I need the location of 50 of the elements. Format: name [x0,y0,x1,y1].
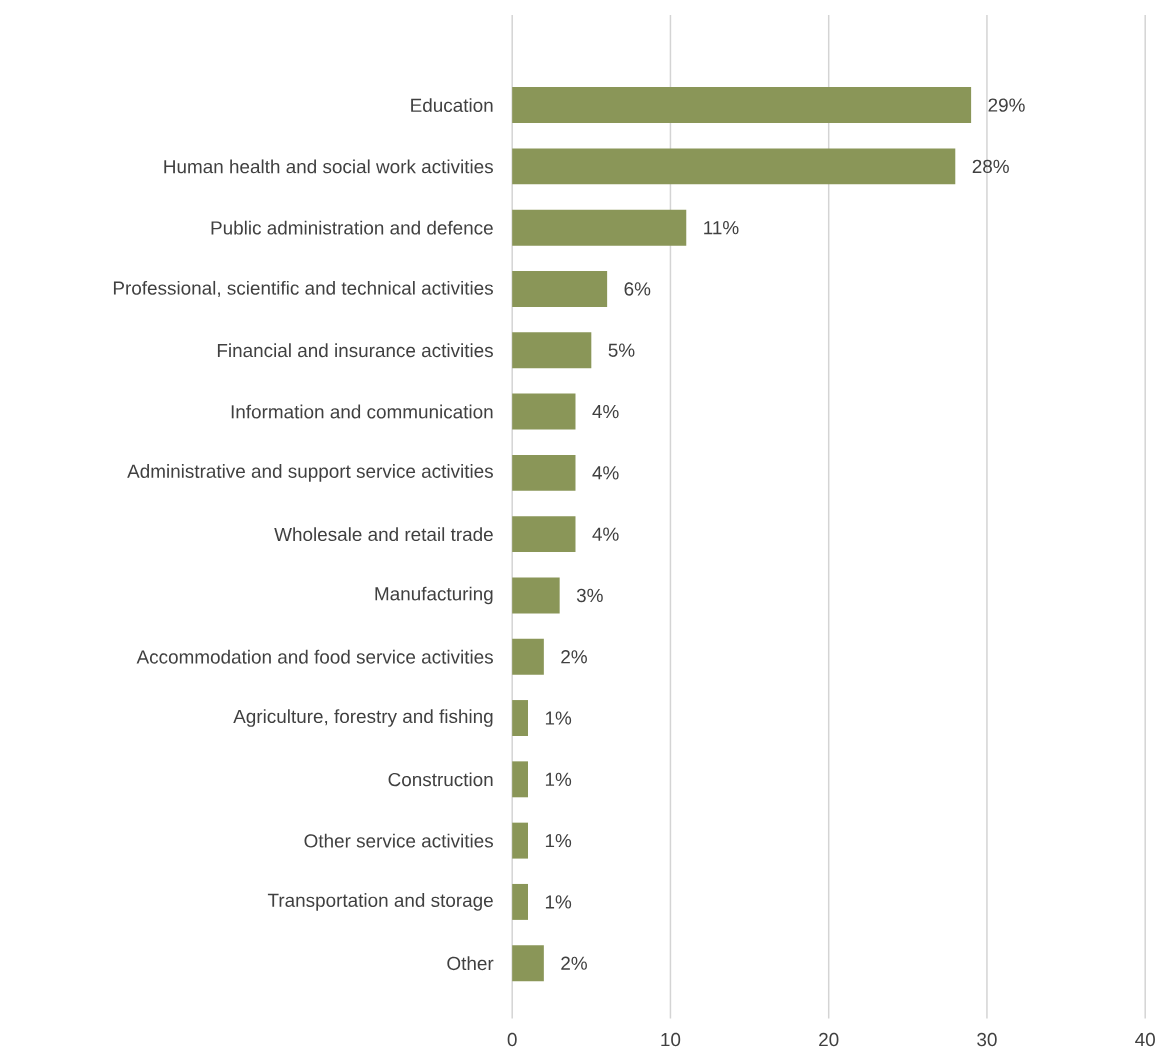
data-label: 4% [592,527,619,541]
data-label: 1% [545,711,572,725]
bar [512,209,687,246]
bar [512,271,608,308]
y-tick-label: Transportation and storage [267,893,493,911]
bar [512,945,544,982]
y-tick-label: Information and communication [231,404,493,419]
y-tick-label: Construction [388,772,493,787]
x-tick-label: 20 [819,1033,839,1047]
y-tick-label: Public administration and defence [211,220,493,235]
y-tick-label: Human health and social work activities [164,159,493,174]
data-label: 2% [561,650,587,664]
data-label: 4% [592,405,619,419]
bar [512,87,972,124]
data-label: 29% [988,98,1025,112]
bar [512,393,576,430]
y-tick-label: Wholesale and retail trade [274,527,493,542]
bar [512,761,529,798]
bar [512,516,576,553]
data-label: 11% [704,221,739,235]
y-tick-label: Accommodation and food service activities [136,650,493,664]
y-tick-label: Financial and insurance activities [217,343,493,358]
data-label: 4% [592,466,619,480]
data-label: 28% [972,159,1009,174]
y-tick-label: Agriculture, forestry and fishing [233,709,493,728]
y-tick-label: Administrative and support service activities [127,464,493,482]
data-label: 1% [545,895,572,909]
bar [512,577,560,614]
y-tick-label: Education [411,98,493,113]
y-tick-label: Other [447,956,494,971]
x-tick-label: 40 [1135,1033,1155,1047]
data-label: 2% [561,956,587,971]
bar [512,639,544,675]
bar [512,822,529,859]
x-tick-label: 30 [977,1033,997,1047]
bar [512,700,529,737]
bar [512,332,592,369]
bar [512,884,529,921]
y-tick-label: Professional, scientific and technical activities [113,281,493,298]
data-label: 1% [545,834,572,848]
data-label: 1% [545,772,572,787]
data-label: 6% [624,282,651,296]
data-label: 3% [576,588,603,603]
data-label: 5% [608,343,635,358]
bar [512,148,956,185]
x-tick-label: 10 [661,1033,681,1047]
bar [512,455,576,492]
y-tick-label: Manufacturing [375,586,493,605]
y-tick-label: Other service activities [304,833,493,848]
x-tick-label: 0 [507,1033,517,1047]
